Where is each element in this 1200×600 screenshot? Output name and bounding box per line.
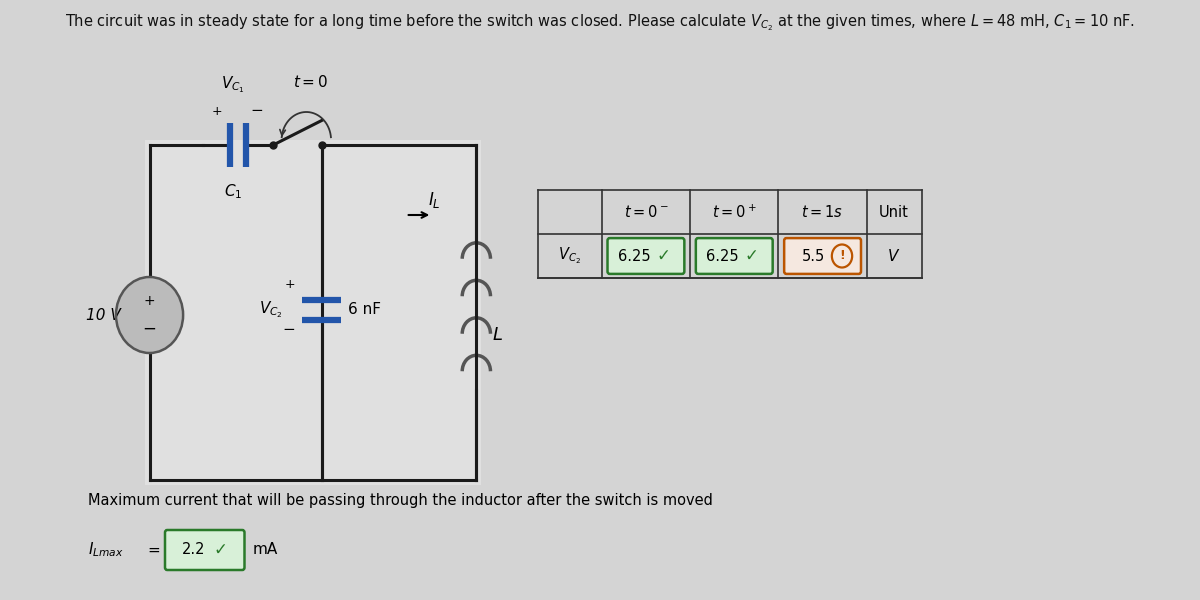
Text: $L$: $L$ [492, 326, 503, 344]
Text: −: − [250, 103, 263, 118]
Text: !: ! [839, 248, 845, 262]
Text: $t = 0^-$: $t = 0^-$ [624, 204, 668, 220]
Circle shape [116, 277, 184, 353]
Text: 6.25: 6.25 [707, 248, 739, 263]
FancyBboxPatch shape [696, 238, 773, 274]
Text: −: − [143, 320, 156, 338]
Text: ✓: ✓ [656, 247, 671, 265]
Text: $V$: $V$ [888, 248, 901, 264]
Text: $t = 0$: $t = 0$ [293, 74, 329, 90]
Text: +: + [211, 105, 222, 118]
Text: 10 V: 10 V [86, 307, 121, 323]
Text: $V_{C_2}$: $V_{C_2}$ [558, 246, 582, 266]
Text: $V_{C_1}$: $V_{C_1}$ [222, 74, 246, 95]
Text: mA: mA [253, 542, 278, 557]
Text: Unit: Unit [880, 205, 910, 220]
Text: $V_{C_2}$: $V_{C_2}$ [259, 300, 283, 320]
Text: $C_1$: $C_1$ [224, 182, 242, 200]
Text: ✓: ✓ [745, 247, 758, 265]
Text: $t = 0^+$: $t = 0^+$ [712, 203, 756, 221]
FancyBboxPatch shape [784, 238, 860, 274]
Text: 5.5: 5.5 [802, 248, 826, 263]
Text: $I_{Lmax}$: $I_{Lmax}$ [88, 541, 124, 559]
Text: +: + [284, 278, 295, 292]
FancyBboxPatch shape [607, 238, 684, 274]
Text: 6 nF: 6 nF [348, 302, 382, 317]
FancyBboxPatch shape [166, 530, 245, 570]
Text: $I_L$: $I_L$ [427, 190, 440, 210]
Text: The circuit was in steady state for a long time before the switch was closed. Pl: The circuit was in steady state for a lo… [65, 12, 1135, 32]
Text: =: = [148, 542, 161, 557]
Text: −: − [282, 323, 295, 337]
FancyBboxPatch shape [145, 140, 481, 485]
Text: +: + [144, 294, 155, 308]
Text: 2.2: 2.2 [182, 542, 205, 557]
Text: $t = 1s$: $t = 1s$ [802, 204, 844, 220]
Text: 6.25: 6.25 [618, 248, 650, 263]
Text: ✓: ✓ [214, 541, 227, 559]
Text: Maximum current that will be passing through the inductor after the switch is mo: Maximum current that will be passing thr… [88, 493, 713, 508]
